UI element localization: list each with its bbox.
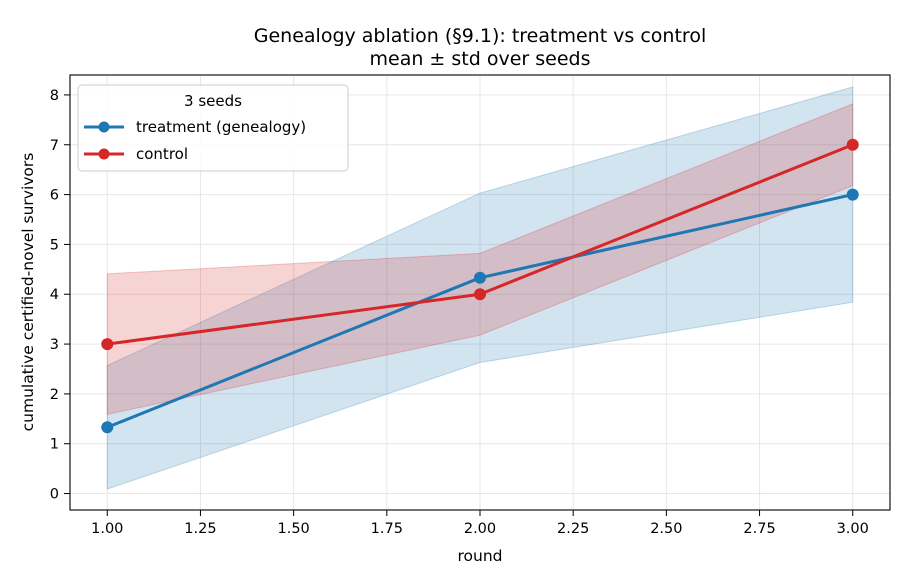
legend-marker-control	[98, 148, 110, 160]
chart-title: Genealogy ablation (§9.1): treatment vs …	[254, 25, 706, 47]
std-band	[106, 103, 854, 415]
data-point	[101, 338, 114, 351]
legend-marker-treatment	[98, 121, 110, 133]
x-axis-label: round	[457, 547, 502, 565]
legend-label-control: control	[136, 145, 188, 163]
y-axis-ticks: 0 1 2 3 4 5 6 7 8	[50, 88, 70, 503]
series-points	[101, 138, 859, 434]
x-tick-label: 1.25	[184, 521, 216, 537]
legend-box	[77, 84, 349, 172]
y-axis-label: cumulative certified-novel survivors	[19, 153, 37, 432]
y-tick-label: 3	[50, 337, 59, 353]
error-bands	[106, 86, 854, 490]
x-tick-label: 1.00	[91, 521, 123, 537]
x-tick-label: 2.00	[464, 521, 496, 537]
x-tick-label: 3.00	[837, 521, 869, 537]
y-tick-label: 2	[50, 387, 59, 403]
x-tick-label: 2.25	[557, 521, 589, 537]
x-tick-label: 2.75	[743, 521, 775, 537]
y-tick-label: 5	[50, 237, 59, 253]
data-point	[474, 271, 486, 284]
x-axis-ticks: 1.00 1.25 1.50 1.75 2.00 2.25 2.50 2.75 3.00	[91, 510, 869, 537]
legend-title: 3 seeds	[184, 92, 242, 110]
data-point	[101, 421, 114, 434]
y-tick-label: 6	[50, 188, 59, 204]
y-tick-label: 8	[50, 88, 59, 104]
data-point	[846, 188, 859, 201]
std-band	[106, 86, 854, 490]
data-point	[846, 138, 859, 151]
x-tick-label: 1.75	[371, 521, 403, 537]
y-tick-label: 0	[50, 487, 59, 503]
y-tick-label: 1	[50, 437, 59, 453]
legend-label-treatment: treatment (genealogy)	[136, 118, 306, 136]
x-tick-label: 1.50	[277, 521, 309, 537]
data-point	[474, 288, 486, 301]
y-tick-label: 7	[50, 138, 59, 154]
x-tick-label: 2.50	[650, 521, 682, 537]
y-tick-label: 4	[50, 287, 59, 303]
legend: 3 seeds treatment (genealogy) control	[77, 84, 349, 172]
chart-subtitle: mean ± std over seeds	[370, 48, 591, 70]
